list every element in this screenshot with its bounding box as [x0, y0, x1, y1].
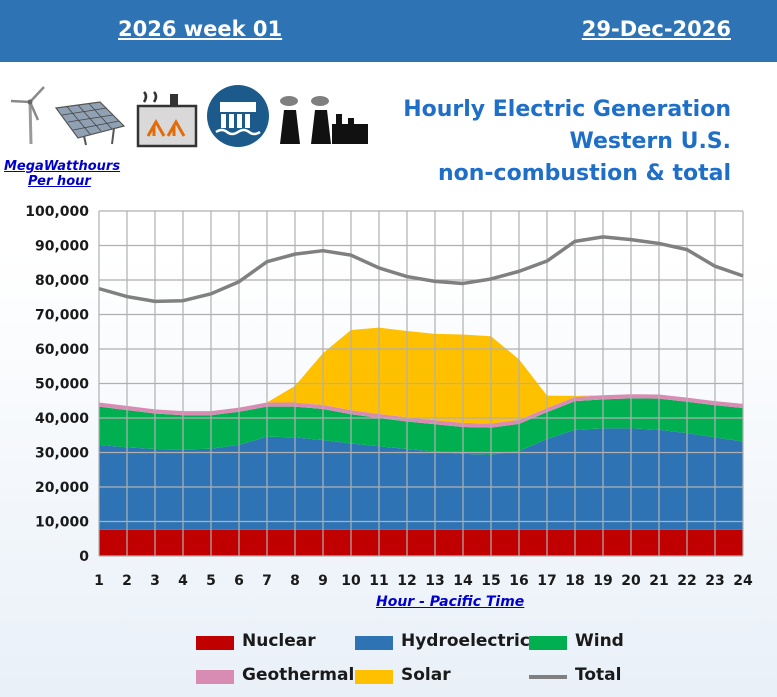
unit-label-line1: MegaWatthours	[4, 159, 121, 174]
x-tick-label: 1	[94, 573, 104, 589]
power-plant-icon	[280, 96, 368, 144]
area-hydroelectric	[99, 428, 743, 530]
legend-label-solar: Solar	[401, 665, 451, 685]
date-label: 29-Dec-2026	[581, 17, 731, 41]
x-tick-label: 19	[593, 573, 612, 589]
x-tick-label: 14	[453, 573, 473, 589]
x-tick-label: 20	[621, 573, 641, 589]
x-tick-label: 22	[677, 573, 696, 589]
x-tick-label: 2	[122, 573, 132, 589]
x-tick-label: 21	[649, 573, 668, 589]
solar-panel-icon	[54, 101, 126, 146]
y-tick-label: 10,000	[35, 515, 89, 531]
unit-label-line2: Per hour	[28, 174, 91, 189]
y-tick-label: 0	[79, 549, 89, 565]
legend-swatch-nuclear	[196, 636, 234, 650]
geothermal-plant-icon	[136, 91, 198, 148]
x-tick-label: 8	[290, 573, 300, 589]
legend-swatch-solar	[355, 670, 393, 684]
legend-label-hydroelectric: Hydroelectric	[401, 631, 530, 651]
chart-title-line1: Hourly Electric Generation	[403, 97, 731, 122]
legend-label-wind: Wind	[575, 631, 624, 651]
y-tick-label: 40,000	[35, 411, 89, 427]
x-axis-label: Hour - Pacific Time	[376, 594, 525, 610]
legend-line-total	[529, 675, 567, 679]
area-solar	[99, 327, 743, 424]
legend-label-nuclear: Nuclear	[242, 631, 316, 651]
y-tick-label: 20,000	[35, 480, 89, 496]
chart-title-line3: non-combustion & total	[437, 161, 731, 186]
legend-swatch-geothermal	[196, 670, 234, 684]
x-tick-label: 3	[150, 573, 160, 589]
x-tick-label: 11	[369, 573, 388, 589]
x-tick-label: 16	[509, 573, 528, 589]
area-nuclear	[99, 529, 743, 556]
area-geothermal	[99, 394, 743, 428]
y-tick-label: 30,000	[35, 446, 89, 462]
line-total	[98, 235, 744, 304]
x-tick-label: 13	[425, 573, 444, 589]
y-tick-label: 80,000	[35, 273, 89, 289]
area-wind	[99, 398, 743, 455]
x-tick-label: 17	[537, 573, 556, 589]
y-tick-label: 50,000	[35, 377, 89, 393]
hydro-dam-icon	[207, 85, 269, 147]
week-label: 2026 week 01	[118, 17, 283, 41]
chart-title-line2: Western U.S.	[569, 129, 731, 154]
x-tick-label: 23	[705, 573, 724, 589]
legend-swatch-hydroelectric	[355, 636, 393, 650]
x-tick-label: 12	[397, 573, 416, 589]
legend-label-geothermal: Geothermal	[242, 665, 355, 685]
x-tick-label: 18	[565, 573, 584, 589]
legend-swatch-wind	[529, 636, 567, 650]
x-tick-label: 9	[318, 573, 328, 589]
y-tick-label: 70,000	[35, 308, 89, 324]
legend-label-total: Total	[575, 665, 622, 685]
x-tick-label: 7	[262, 573, 272, 589]
x-tick-label: 5	[206, 573, 216, 589]
x-tick-label: 15	[481, 573, 500, 589]
x-tick-label: 4	[178, 573, 188, 589]
x-tick-label: 6	[234, 573, 244, 589]
y-tick-label: 60,000	[35, 342, 89, 358]
y-tick-label: 100,000	[25, 204, 89, 220]
x-tick-label: 24	[733, 573, 753, 589]
wind-turbine-icon	[10, 86, 45, 145]
header-bar: 2026 week 01 29-Dec-2026	[0, 0, 777, 62]
x-tick-label: 10	[341, 573, 361, 589]
y-tick-label: 90,000	[35, 239, 89, 255]
